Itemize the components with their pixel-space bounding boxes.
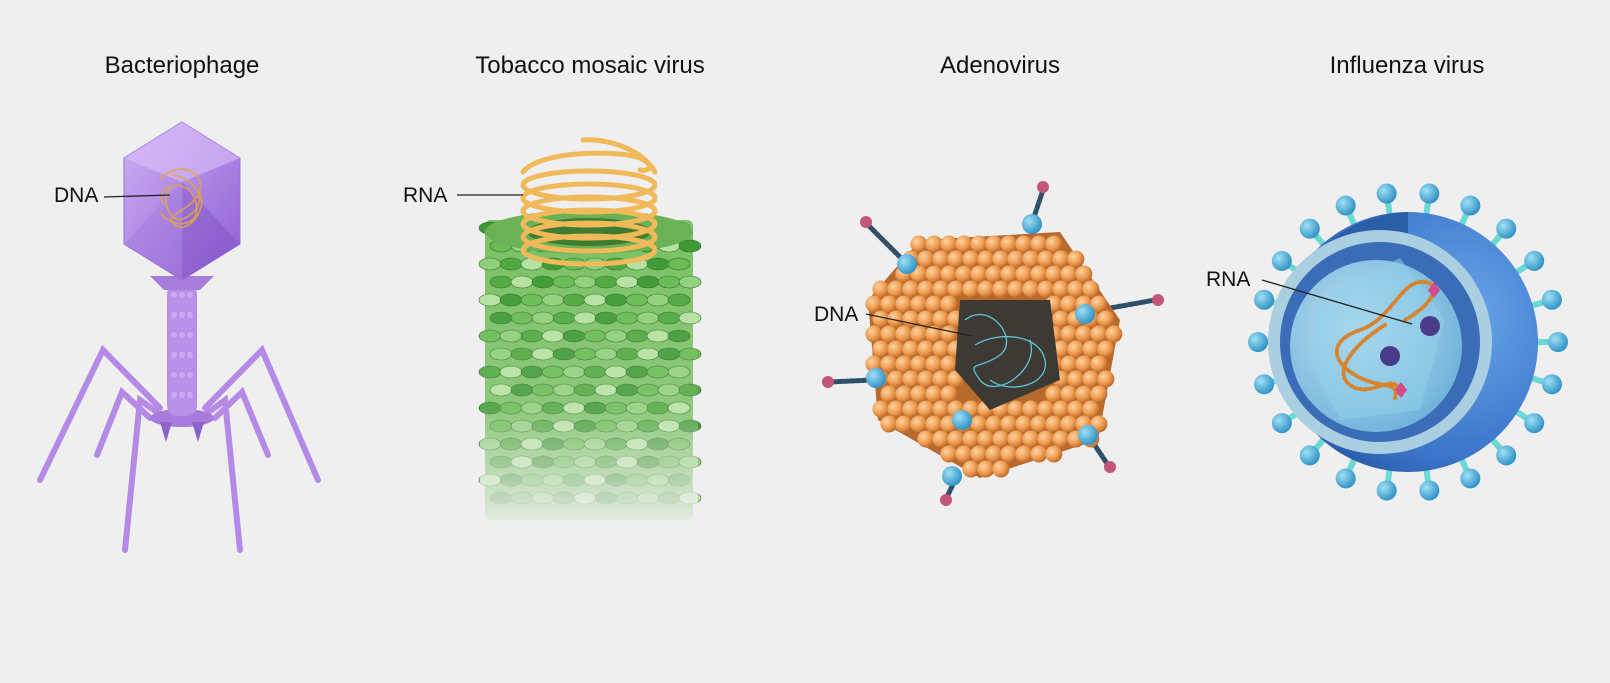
influenza-rna-label: RNA <box>1206 268 1251 291</box>
tobacco-mosaic-rna-label: RNA <box>403 184 448 207</box>
tobacco-mosaic-virus-illustration <box>457 137 702 540</box>
bacteriophage-dna-label: DNA <box>54 184 99 207</box>
tobacco-mosaic-virus-title: Tobacco mosaic virus <box>475 52 705 79</box>
adenovirus-dna-label: DNA <box>814 303 859 326</box>
influenza-virus-title: Influenza virus <box>1329 52 1485 79</box>
bacteriophage-illustration <box>37 121 321 553</box>
adenovirus-illustration <box>822 181 1164 506</box>
influenza-virus-illustration <box>1248 183 1568 501</box>
adenovirus-title: Adenovirus <box>939 52 1061 79</box>
bacteriophage-title: Bacteriophage <box>104 52 260 79</box>
